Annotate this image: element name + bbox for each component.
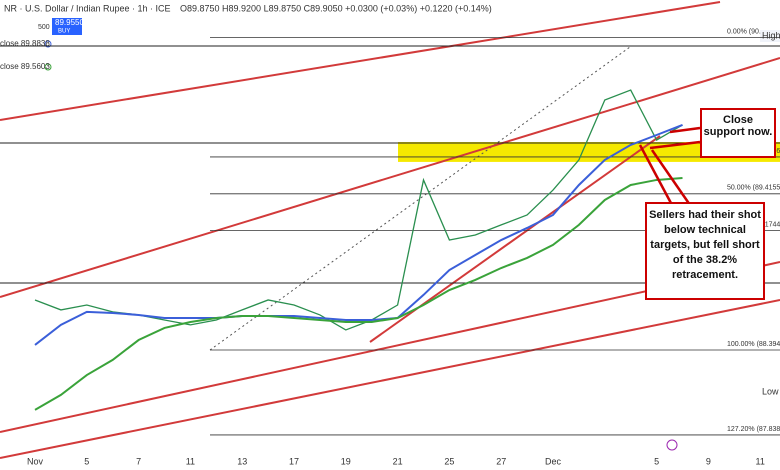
- legend-icon: [44, 63, 52, 71]
- price-box: [52, 18, 82, 35]
- x-tick-label: 11: [186, 456, 195, 466]
- legend-icon: [44, 40, 52, 48]
- x-tick-label: 19: [341, 456, 351, 466]
- legend-entry: close 89.8838: [0, 39, 50, 48]
- arrow: [638, 144, 674, 206]
- series-line: [34, 123, 683, 346]
- x-tick-label: 13: [237, 456, 247, 466]
- annotation: Sellers had their shot below technical t…: [645, 202, 765, 300]
- low-label: Low: [762, 386, 779, 396]
- fib-label: 100.00% (88.3940): [727, 341, 780, 348]
- x-tick-label: 27: [496, 456, 506, 466]
- series-line: [34, 89, 683, 331]
- event-icon: [666, 439, 678, 451]
- spread: 500: [38, 24, 50, 31]
- chart-title: NR · U.S. Dollar / Indian Rupee · 1h · I…: [4, 3, 171, 13]
- arrow: [649, 140, 701, 150]
- high-label: High: [762, 30, 780, 40]
- x-tick-label: 11: [756, 456, 765, 466]
- trend-line: [0, 1, 721, 121]
- x-tick-label: Dec: [545, 456, 562, 466]
- x-tick-label: 5: [84, 456, 89, 466]
- x-tick-label: 5: [654, 456, 659, 466]
- annotation: Close support now.: [700, 108, 776, 158]
- legend-entry: close 89.5603: [0, 62, 50, 71]
- arrow: [650, 149, 692, 206]
- fib-label: 50.00% (89.4155): [727, 185, 780, 192]
- x-tick-label: Nov: [27, 456, 44, 466]
- fib-label: 127.20% (87.8383): [727, 426, 780, 433]
- x-tick-label: 17: [289, 456, 299, 466]
- ohlc: O89.8750 H89.9200 L89.8750 C89.9050 +0.0…: [180, 3, 492, 13]
- action: BUY: [58, 29, 70, 35]
- x-tick-label: 21: [393, 456, 403, 466]
- x-tick-label: 9: [706, 456, 711, 466]
- x-tick-label: 25: [444, 456, 454, 466]
- x-tick-label: 7: [136, 456, 141, 466]
- fib-diagonal: [209, 46, 631, 351]
- price: 89.9550: [55, 18, 84, 27]
- trend-line: [0, 299, 780, 459]
- arrow: [669, 126, 701, 134]
- trend-line: [0, 57, 780, 298]
- high-box: [760, 30, 780, 42]
- series-line: [34, 176, 683, 411]
- fib-label: 0.00% (90.: [727, 28, 761, 35]
